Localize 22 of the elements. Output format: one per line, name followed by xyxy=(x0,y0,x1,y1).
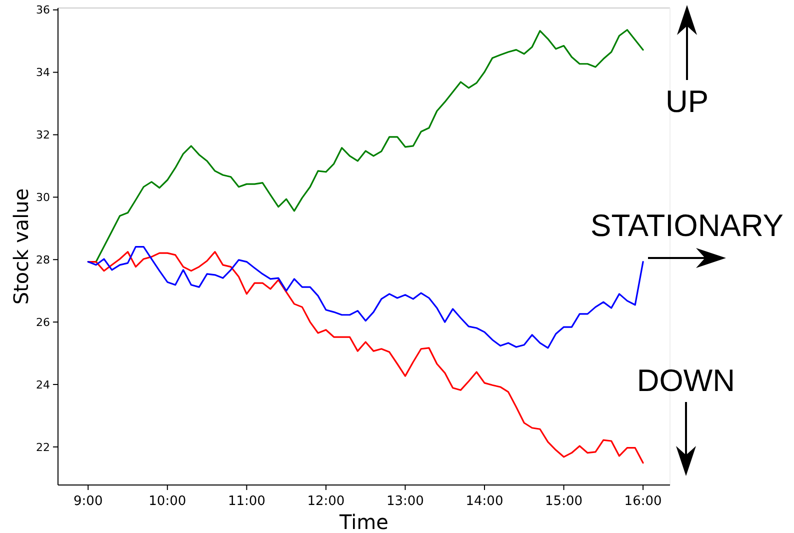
line-series xyxy=(87,246,644,349)
x-tick-label: 10:00 xyxy=(148,494,186,509)
annotation: DOWN xyxy=(636,363,736,398)
y-tick-label: 32 xyxy=(36,128,50,142)
y-tick-label: 26 xyxy=(36,316,50,329)
x-tick-label: 11:00 xyxy=(228,494,266,509)
x-axis-title: Time xyxy=(338,510,388,533)
x-tick-label: 12:00 xyxy=(307,494,345,509)
y-tick-label: 22 xyxy=(36,440,50,454)
y-tick-label: 30 xyxy=(36,191,50,204)
y-tick-label: 24 xyxy=(36,378,50,392)
x-tick-label: 9:00 xyxy=(74,494,103,509)
x-tick-label: 13:00 xyxy=(386,494,424,509)
y-tick-label: 28 xyxy=(36,253,50,266)
annotation: UP xyxy=(665,84,709,119)
y-tick-label: 34 xyxy=(36,66,50,80)
y-tick-label: 36 xyxy=(36,4,50,17)
x-tick-label: 15:00 xyxy=(545,494,583,509)
annotation: STATIONARY xyxy=(590,208,784,243)
y-axis-title: Stock value xyxy=(9,188,33,305)
x-tick-label: 16:00 xyxy=(624,494,662,509)
x-tick-label: 14:00 xyxy=(466,494,504,509)
